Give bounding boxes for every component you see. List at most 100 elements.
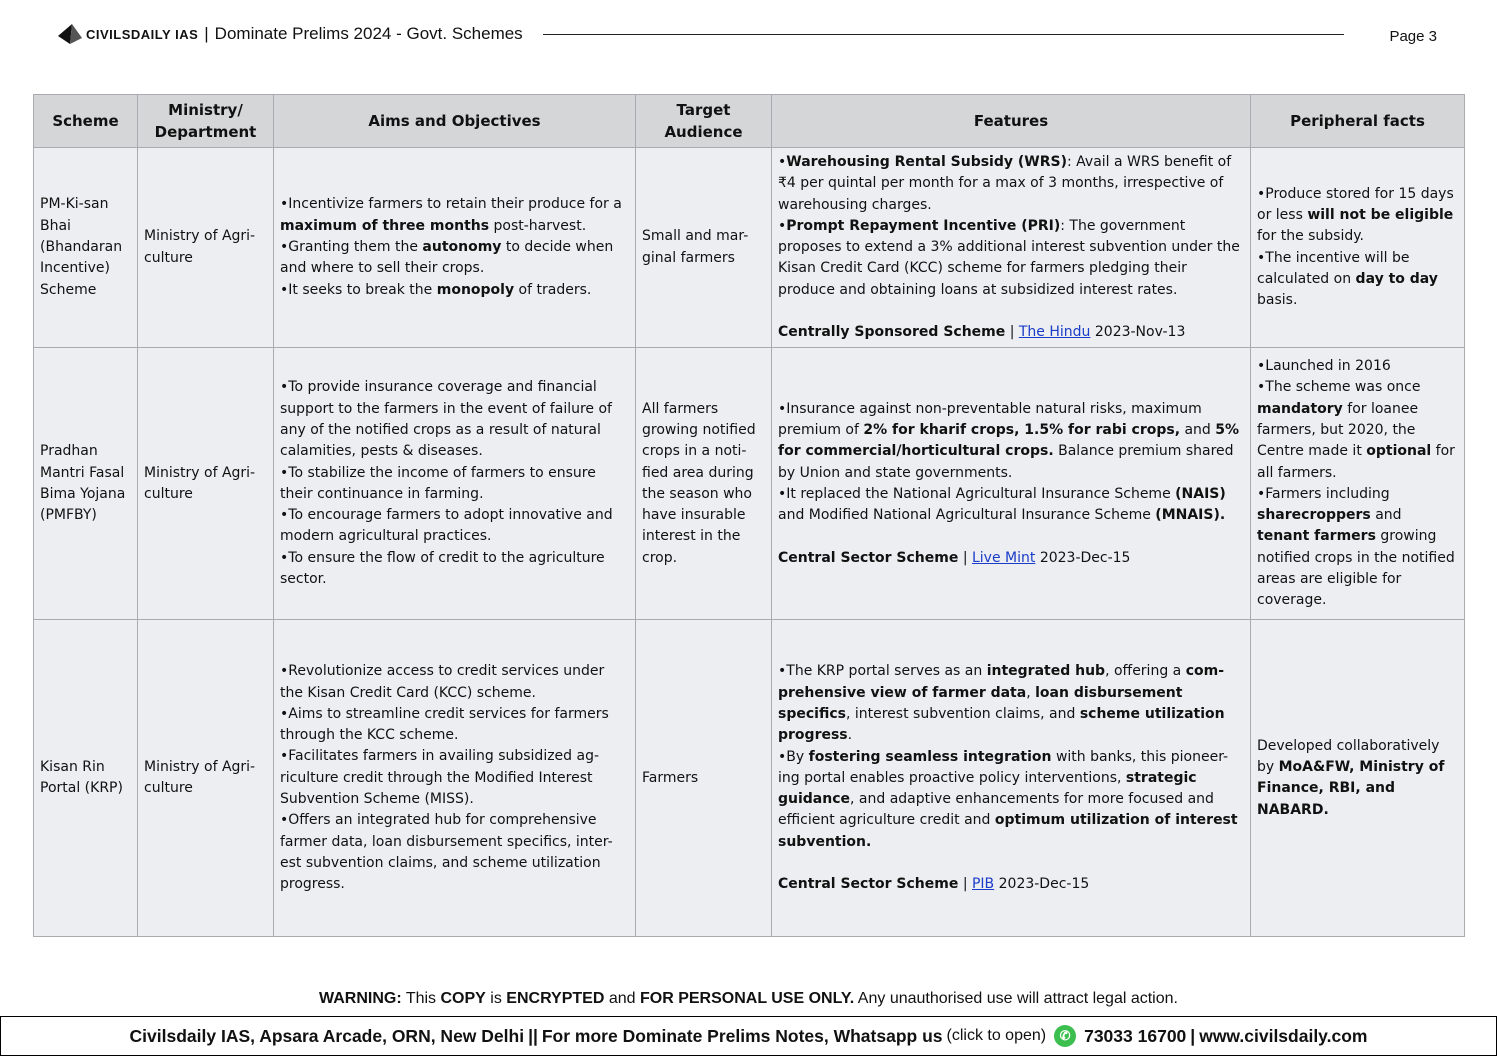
footer-website[interactable]: www.civilsdaily.com	[1199, 1025, 1368, 1046]
bold-text: sharecroppers	[1257, 507, 1371, 524]
bold-text: monopoly	[436, 281, 515, 298]
brand-name: CIVILSDAILY IAS	[86, 26, 199, 42]
text: , offering a	[1105, 663, 1186, 680]
table-row: Pradhan Mantri Fasal Bima Yojana (PMFBY)…	[33, 347, 1465, 621]
bullet-item: •To stabilize the income of farmers to e…	[280, 464, 596, 502]
bold-text: strategic guidance	[778, 769, 1197, 808]
text: The KRP portal serves as an	[786, 663, 987, 680]
brand-logo: CIVILSDAILY IAS	[58, 24, 198, 44]
scheme-type: Centrally Sponsored Scheme	[778, 324, 1006, 341]
document-title: Dominate Prelims 2024 - Govt. Schemes	[214, 24, 523, 43]
text: The scheme was once	[1265, 379, 1421, 396]
aims-cell: •Incentivize farmers to retain their pro…	[273, 146, 636, 349]
column-header: Features	[771, 94, 1251, 148]
bullet-item: •Granting them the autonomy to decide wh…	[280, 239, 614, 277]
bullet-item: •The scheme was once mandatory for loane…	[1257, 379, 1455, 481]
text: basis.	[1257, 292, 1298, 309]
source-link[interactable]: Live Mint	[971, 549, 1036, 566]
text: for loanee farmers, but 2020, the Centre…	[1257, 400, 1419, 460]
bold-text: (MNAIS).	[1155, 507, 1226, 524]
bullet-item: •Warehousing Rental Subsidy (WRS): Avail…	[778, 154, 1232, 213]
text: Revolutionize access to credit services …	[280, 663, 605, 701]
header-separator: |	[204, 24, 209, 43]
bold-text: mandatory	[1257, 400, 1343, 417]
text: and Modified National Agricultural Insur…	[778, 507, 1156, 524]
bold-text: FOR PERSONAL USE ONLY.	[639, 990, 855, 1007]
column-header: Ministry/ Department	[137, 94, 274, 148]
page-number: Page 3	[1389, 27, 1437, 45]
footer-separator: ||	[528, 1025, 538, 1046]
bullet-item: •By fostering seamless integration with …	[778, 748, 1238, 850]
schemes-table: Scheme Ministry/ Department Aims and Objec…	[33, 94, 1465, 938]
bullet-item: •Aims to streamline credit services for …	[280, 705, 609, 744]
text: is	[485, 990, 507, 1007]
text: Farmers including	[1265, 485, 1390, 502]
scheme-source: Central Sector Scheme | PIB 2023-Dec-15	[778, 874, 1244, 895]
bold-text: tenant farmers	[1257, 528, 1376, 545]
bullet-item: •Insurance against non-preventable natur…	[778, 400, 1240, 481]
column-header: Scheme	[33, 94, 138, 148]
target-audience: All farmers growing notified crops in a …	[635, 347, 772, 621]
source-date: 2023-Nov-13	[1094, 324, 1186, 341]
text: To provide insurance coverage and financ…	[280, 379, 612, 460]
footer-phone[interactable]: 73033 16700	[1084, 1025, 1187, 1046]
bullet-item: •To encourage farmers to adopt innovativ…	[280, 507, 613, 545]
text: to decide when and where to sell their c…	[280, 239, 614, 277]
target-audience: Farmers	[635, 619, 772, 938]
text: , and adaptive enhancements for more foc…	[778, 791, 1214, 829]
features-cell: •The KRP portal serves as an integrated …	[771, 619, 1251, 938]
table-header-row: Scheme Ministry/ Department Aims and Objec…	[33, 94, 1465, 148]
text: with banks, this pioneer-ing portal enab…	[778, 748, 1229, 786]
bold-text: 2% for kharif crops, 1.5% for rabi crops…	[863, 422, 1181, 439]
text: for the subsidy.	[1257, 228, 1364, 245]
table-row: Kisan Rin Portal (KRP) Ministry of Agri-c…	[33, 619, 1465, 938]
ministry: Ministry of Agri-culture	[137, 347, 274, 621]
bold-text: Prompt Repayment Incentive (PRI)	[786, 217, 1061, 234]
bullet-item: •Revolutionize access to credit services…	[280, 663, 605, 701]
text: Incentivize farmers to retain their prod…	[288, 196, 622, 213]
text: It replaced the National Agricultural In…	[786, 486, 1176, 503]
scheme-source: Central Sector Scheme | Live Mint 2023-D…	[778, 548, 1244, 569]
text: Any unauthorised use will attract legal …	[854, 990, 1178, 1007]
bullet-item: •Launched in 2016	[1257, 358, 1391, 375]
source-separator: |	[962, 549, 968, 566]
text: The incentive will be calculated on	[1257, 249, 1410, 287]
bold-text: maximum of three months	[280, 217, 490, 234]
bold-text: COPY	[440, 990, 486, 1007]
aims-cell: •To provide insurance coverage and finan…	[273, 347, 636, 621]
bold-text: com-prehensive view of farmer data	[778, 663, 1225, 701]
source-link[interactable]: The Hindu	[1018, 324, 1091, 341]
text: for all farmers.	[1257, 443, 1455, 481]
footer-promo: For more Dominate Prelims Notes, Whatsap…	[541, 1025, 943, 1046]
bold-text: scheme utilization progress	[778, 705, 1225, 744]
scheme-name: Kisan Rin Portal (KRP)	[33, 619, 138, 938]
whatsapp-icon[interactable]: ✆	[1054, 1025, 1077, 1047]
text: Launched in 2016	[1265, 358, 1391, 375]
bold-text: Warehousing Rental Subsidy (WRS)	[786, 154, 1067, 170]
bullet-item: •Offers an integrated hub for comprehens…	[280, 812, 613, 893]
text: Insurance against non-preventable natura…	[778, 400, 1202, 439]
column-header: Target Audience	[635, 94, 772, 148]
bullet-item: •Facilitates farmers in availing subsidi…	[280, 748, 600, 808]
text: and	[1370, 507, 1402, 524]
ministry: Ministry of Agri-culture	[137, 619, 274, 938]
text: Offers an integrated hub for comprehensi…	[280, 812, 613, 893]
text: It seeks to break the	[288, 281, 437, 298]
peripheral-facts-cell: Developed collaboratively by MoA&FW, Min…	[1250, 619, 1465, 938]
text: : The government proposes to extend a 3%…	[778, 217, 1240, 298]
page-header: CIVILSDAILY IAS | Dominate Prelims 2024 …	[58, 20, 1437, 48]
text: of traders.	[514, 281, 592, 298]
scheme-type: Central Sector Scheme	[778, 876, 959, 893]
text: Granting them the	[288, 239, 423, 256]
text: Balance premium shared by Union and stat…	[778, 443, 1234, 481]
aims-cell: •Revolutionize access to credit services…	[273, 619, 636, 938]
whatsapp-link[interactable]: (click to open)	[946, 1027, 1047, 1044]
source-link[interactable]: PIB	[971, 876, 995, 893]
text: This	[401, 990, 441, 1007]
warning-notice: WARNING: This COPY is ENCRYPTED and FOR …	[0, 990, 1497, 1008]
bullet-item: •Incentivize farmers to retain their pro…	[280, 196, 622, 234]
text: .	[847, 727, 853, 744]
bold-text: MoA&FW, Ministry of Finance, RBI, and NA…	[1257, 759, 1445, 818]
column-header: Aims and Objectives	[273, 94, 636, 148]
text: To encourage farmers to adopt innovative…	[280, 507, 613, 545]
